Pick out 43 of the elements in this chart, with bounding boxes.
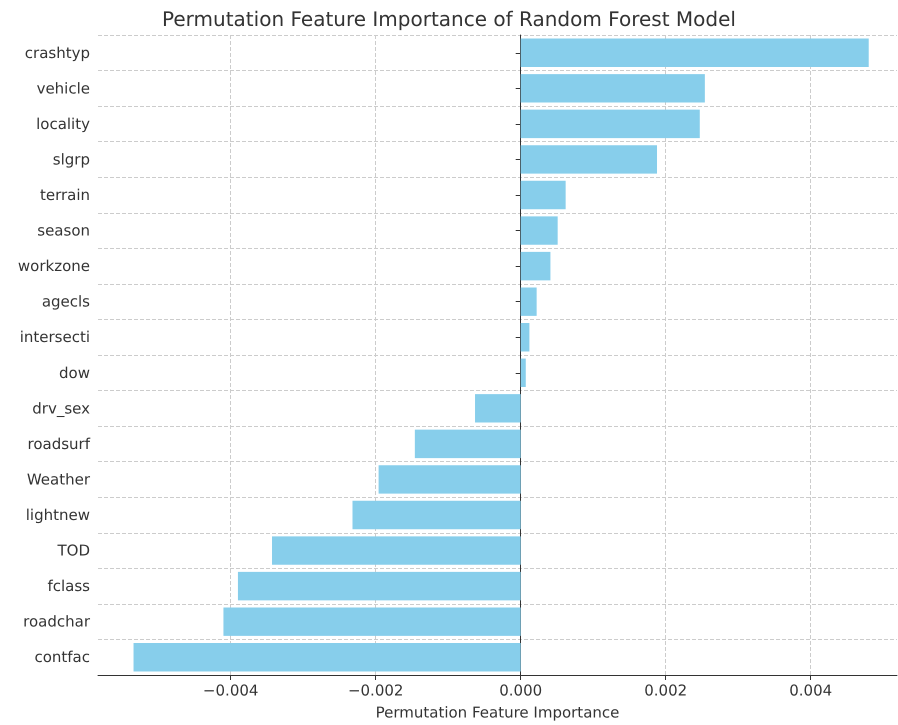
x-tick-label: −0.004 [202, 682, 258, 700]
x-tick-label: 0.002 [644, 682, 688, 700]
y-tick-label: Weather [26, 470, 91, 488]
bar [520, 287, 537, 316]
bar [520, 323, 530, 352]
bar [378, 465, 521, 494]
bar [520, 145, 658, 174]
x-tick-label: 0.004 [789, 682, 832, 700]
bar [272, 536, 521, 565]
bar [520, 110, 700, 138]
y-tick-label: slgrp [52, 150, 90, 168]
y-tick-label: locality [36, 114, 90, 133]
bar [223, 607, 521, 636]
y-tick-label: roadchar [23, 612, 91, 631]
y-tick-label: lightnew [26, 506, 90, 524]
y-tick-label: terrain [40, 186, 90, 204]
bar [520, 74, 705, 103]
bar [238, 572, 521, 600]
y-tick-label: intersecti [20, 328, 90, 346]
x-tick-label: −0.002 [348, 682, 404, 700]
y-tick-label: contfac [34, 648, 90, 666]
bar [134, 643, 521, 672]
y-tick-label: workzone [18, 257, 90, 276]
y-tick-label: season [37, 222, 90, 240]
y-tick-label: drv_sex [32, 399, 90, 418]
y-tick-label: agecls [42, 292, 90, 311]
y-tick-label: crashtyp [24, 44, 90, 62]
chart-title: Permutation Feature Importance of Random Forest Model [162, 7, 736, 31]
bar [520, 358, 526, 387]
y-tick-label: dow [59, 364, 90, 382]
x-axis-title: Permutation Feature Importance [376, 704, 620, 722]
bar [520, 252, 550, 280]
y-tick-label: vehicle [36, 79, 90, 98]
bar [520, 216, 558, 245]
y-tick-label: fclass [47, 577, 90, 596]
bar [475, 394, 521, 423]
bar [520, 38, 869, 67]
bar [520, 180, 566, 210]
y-tick-label: roadsurf [28, 434, 91, 453]
y-tick-label: TOD [56, 542, 90, 560]
x-tick-label: 0.000 [499, 682, 542, 700]
bar [352, 500, 521, 530]
bar [414, 430, 521, 458]
